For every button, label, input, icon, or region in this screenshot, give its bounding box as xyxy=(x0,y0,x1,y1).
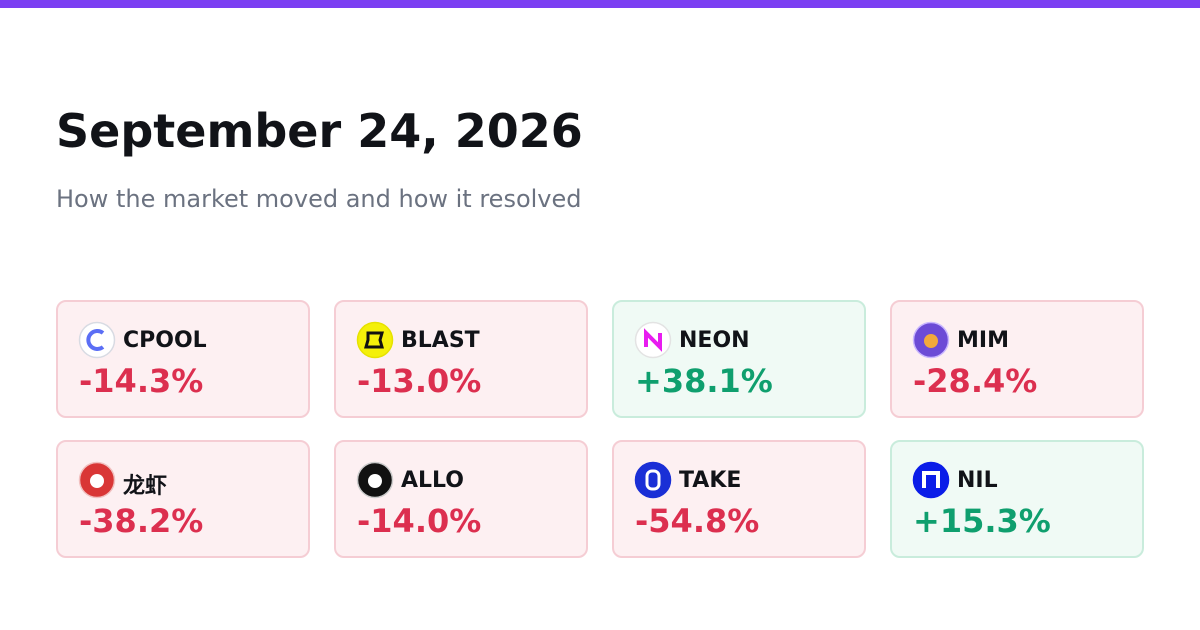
token-name: MIM xyxy=(957,328,1009,353)
token-icon xyxy=(634,461,672,499)
token-name: TAKE xyxy=(679,468,742,493)
icon-glyph xyxy=(922,471,940,488)
token-name: NEON xyxy=(679,328,750,353)
token-icon xyxy=(78,321,116,359)
icon-bg xyxy=(912,461,950,499)
token-name: NIL xyxy=(957,468,998,493)
subtitle: How the market moved and how it resolved xyxy=(56,185,582,213)
token-change: -28.4% xyxy=(913,362,1038,400)
token-icon xyxy=(912,461,950,499)
icon-glyph xyxy=(86,329,105,351)
token-card: 龙虾 -38.2% xyxy=(56,440,310,558)
token-card: NEON +38.1% xyxy=(612,300,866,418)
token-card: CPOOL -14.3% xyxy=(56,300,310,418)
token-name: CPOOL xyxy=(123,328,207,353)
token-card: BLAST -13.0% xyxy=(334,300,588,418)
icon-glyph xyxy=(924,334,938,348)
icon-bg xyxy=(356,321,394,359)
token-change: -14.0% xyxy=(357,502,482,540)
token-card: ALLO -14.0% xyxy=(334,440,588,558)
token-change: +38.1% xyxy=(635,362,773,400)
icon-bg xyxy=(634,461,672,499)
top-bar xyxy=(0,0,1200,8)
icon-glyph xyxy=(368,474,382,488)
token-icon xyxy=(634,321,672,359)
token-card: NIL +15.3% xyxy=(890,440,1144,558)
token-name: BLAST xyxy=(401,328,480,353)
token-icon xyxy=(78,461,116,499)
token-change: -38.2% xyxy=(79,502,204,540)
token-change: -54.8% xyxy=(635,502,760,540)
token-change: -13.0% xyxy=(357,362,482,400)
token-card: TAKE -54.8% xyxy=(612,440,866,558)
card-grid: CPOOL -14.3% BLAST -13.0% NEON +38.1% MIM -28.4… xyxy=(56,300,1145,558)
token-card: MIM -28.4% xyxy=(890,300,1144,418)
token-name: ALLO xyxy=(401,468,464,493)
token-icon xyxy=(356,321,394,359)
icon-glyph xyxy=(644,328,662,352)
title: September 24, 2026 xyxy=(56,104,583,158)
token-name: 龙虾 xyxy=(123,474,168,499)
icon-glyph xyxy=(364,331,384,349)
icon-glyph xyxy=(90,474,104,488)
token-icon xyxy=(912,321,950,359)
token-change: -14.3% xyxy=(79,362,204,400)
token-change: +15.3% xyxy=(913,502,1051,540)
icon-glyph xyxy=(645,469,661,491)
token-icon xyxy=(356,461,394,499)
icon-bg xyxy=(78,321,116,359)
